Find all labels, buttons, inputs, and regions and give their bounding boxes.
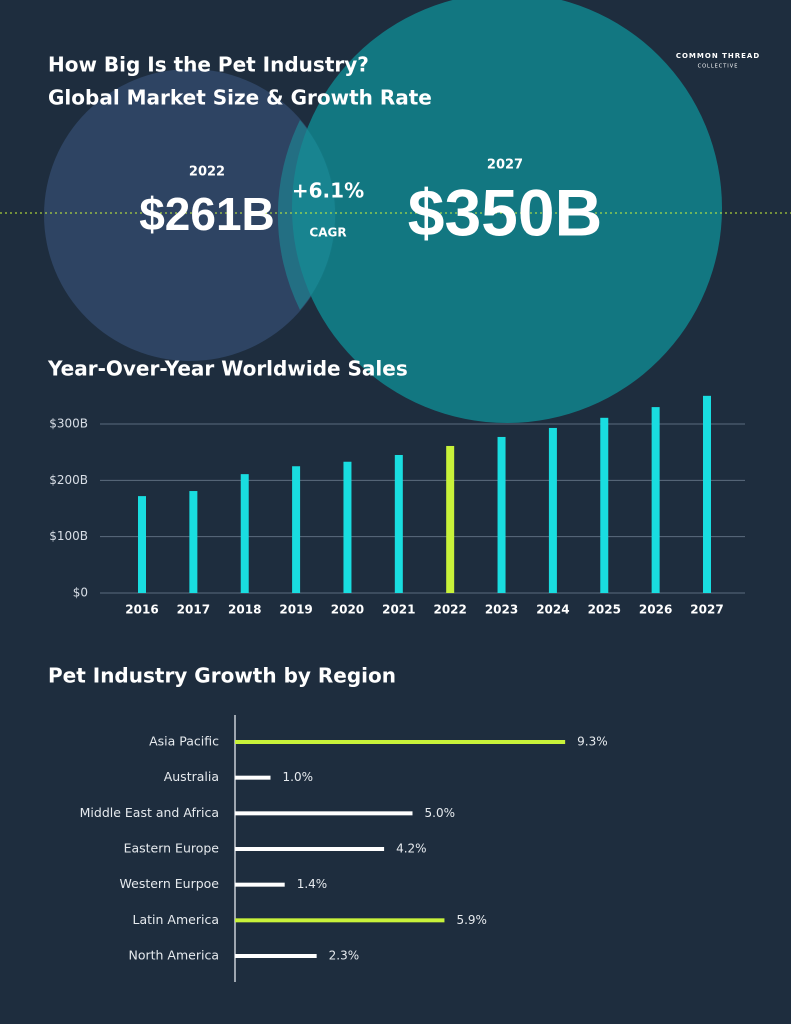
x-tick-label: 2017 — [177, 603, 210, 617]
growth-label: CAGR — [309, 226, 346, 240]
x-tick-label: 2016 — [125, 603, 158, 617]
title: How Big Is the Pet Industry? — [48, 53, 369, 77]
bar — [138, 496, 146, 593]
bar — [394, 454, 403, 593]
bar — [343, 461, 352, 593]
x-tick-label: 2026 — [639, 603, 672, 617]
y-tick-label: $300B — [49, 417, 88, 431]
bar — [235, 918, 445, 923]
bar — [235, 775, 271, 780]
bar — [235, 882, 285, 887]
bar — [292, 466, 301, 593]
y-tick-label: $200B — [49, 473, 88, 487]
x-tick-label: 2027 — [690, 603, 723, 617]
value-big: $261B — [139, 188, 275, 240]
bar — [235, 847, 385, 851]
x-tick-label: 2018 — [228, 603, 261, 617]
x-tick-label: 2021 — [382, 603, 415, 617]
bar — [235, 811, 413, 816]
chart-title: Pet Industry Growth by Region — [48, 664, 396, 688]
year-label: 2027 — [487, 158, 523, 173]
value-label: 4.2% — [396, 842, 427, 856]
bar — [446, 445, 455, 593]
category-label: Latin America — [133, 912, 219, 927]
value-big: $350B — [408, 175, 603, 249]
x-tick-label: 2019 — [279, 603, 312, 617]
chart-title: Year-Over-Year Worldwide Sales — [47, 357, 408, 381]
bar — [703, 395, 711, 593]
value-label: 1.0% — [283, 770, 314, 784]
value-label: 1.4% — [297, 877, 328, 891]
growth: +6.1% — [292, 179, 364, 203]
category-label: Western Eurpoe — [120, 876, 220, 891]
category-label: Asia Pacific — [149, 734, 219, 749]
bar — [235, 954, 317, 958]
value-label: 2.3% — [329, 949, 360, 963]
x-tick-label: 2023 — [485, 603, 518, 617]
category-label: Middle East and Africa — [80, 805, 219, 820]
category-label: Australia — [164, 769, 219, 784]
logo: COMMON THREAD — [676, 52, 760, 60]
circle-2022 — [44, 69, 336, 361]
logo-sub: COLLECTIVE — [698, 64, 739, 70]
y-tick-label: $100B — [49, 529, 88, 543]
value-label: 5.0% — [425, 806, 456, 820]
overlap — [277, 120, 336, 310]
x-tick-label: 2022 — [433, 603, 466, 617]
bar — [240, 474, 249, 593]
bar — [497, 436, 506, 593]
subtitle: Global Market Size & Growth Rate — [48, 86, 432, 110]
y-tick-label: $0 — [73, 586, 88, 600]
category-label: North America — [129, 948, 220, 963]
bar — [235, 740, 566, 744]
value-label: 5.9% — [456, 913, 487, 927]
bar — [651, 407, 660, 593]
bar — [600, 417, 609, 593]
bar — [548, 427, 557, 593]
bar — [189, 491, 198, 593]
x-tick-label: 2025 — [588, 603, 621, 617]
category-label: Eastern Europe — [124, 841, 220, 856]
value-label: 9.3% — [577, 735, 608, 749]
x-tick-label: 2020 — [331, 603, 364, 617]
circle-2027 — [292, 0, 722, 423]
year-label: 2022 — [189, 165, 225, 180]
x-tick-label: 2024 — [536, 603, 569, 617]
